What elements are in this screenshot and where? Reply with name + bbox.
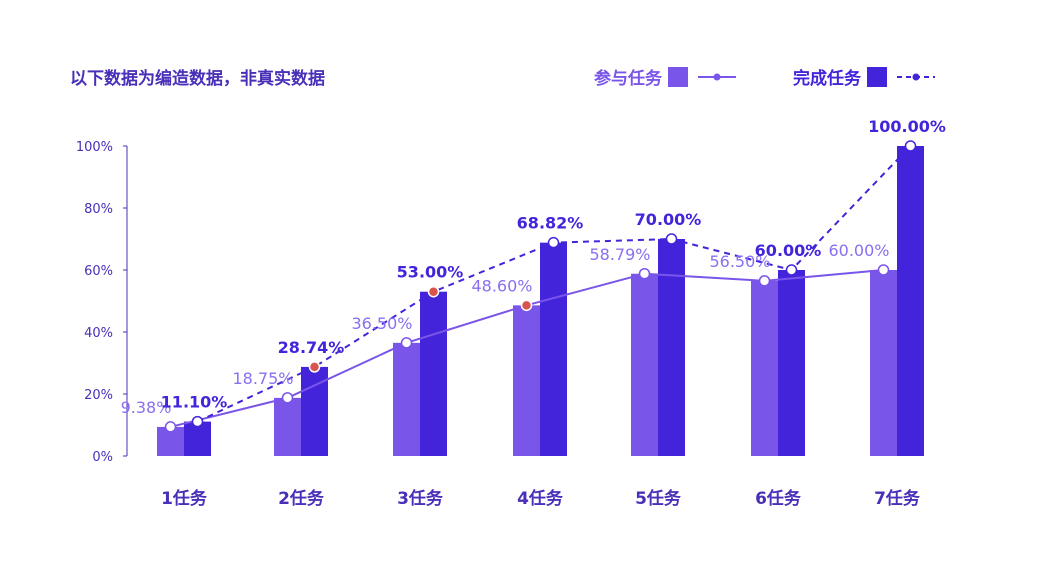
bar-participate (393, 342, 420, 456)
y-tick-label: 80% (84, 202, 113, 217)
bar-participate (274, 397, 301, 456)
bar-participate (631, 273, 658, 456)
legend-participate: 参与任务 (594, 64, 736, 89)
legend-participate-label: 参与任务 (594, 69, 662, 89)
point-complete (904, 140, 917, 152)
point-participate (281, 392, 294, 404)
point-participate (164, 421, 177, 433)
point-complete (427, 285, 440, 298)
y-tick-label: 100% (76, 140, 113, 155)
data-label-complete: 70.00% (635, 210, 702, 229)
y-tick-label: 20% (84, 388, 113, 403)
point-participate (638, 268, 651, 280)
data-label-participate: 58.79% (589, 245, 650, 264)
bar-complete (420, 291, 447, 456)
data-label-participate: 18.75% (232, 369, 293, 388)
data-label-participate: 36.50% (351, 314, 412, 333)
point-participate (877, 264, 890, 276)
data-label-participate: 48.60% (471, 276, 532, 295)
legend-participate-swatch (668, 66, 688, 87)
y-tick-label: 0% (92, 450, 113, 465)
y-tick-label: 60% (84, 264, 113, 279)
data-label-complete: 53.00% (397, 263, 464, 282)
point-complete (308, 361, 321, 373)
point-complete (665, 233, 678, 245)
legend-participate-line-icon (698, 73, 736, 80)
data-label-participate: 60.00% (828, 241, 889, 260)
bar-complete (540, 242, 567, 456)
bar-complete (778, 270, 805, 456)
legend-complete-label: 完成任务 (793, 69, 861, 89)
data-label-participate: 9.38% (121, 398, 172, 417)
legend-complete-line-icon (897, 73, 935, 80)
bar-participate (870, 270, 897, 456)
x-tick-label: 4任务 (517, 488, 564, 509)
data-label-complete: 68.82% (517, 214, 584, 233)
data-label-complete: 28.74% (278, 338, 345, 357)
point-participate (520, 299, 533, 312)
data-label-complete: 60.00% (755, 241, 822, 260)
bar-participate (513, 305, 540, 456)
data-label-complete: 11.10% (161, 393, 228, 412)
point-complete (547, 236, 560, 249)
point-complete (785, 264, 798, 276)
data-label-complete: 100.00% (868, 117, 946, 136)
chart-title: 以下数据为编造数据，非真实数据 (70, 69, 325, 89)
x-tick-label: 6任务 (755, 488, 802, 509)
bar-complete (658, 239, 685, 456)
x-tick-label: 2任务 (278, 488, 325, 509)
x-tick-label: 3任务 (397, 488, 444, 509)
x-tick-label: 1任务 (161, 488, 208, 509)
legend-complete: 完成任务 (793, 64, 935, 89)
y-tick-label: 40% (84, 326, 113, 341)
point-complete (191, 415, 204, 428)
bar-participate (751, 280, 778, 456)
bar-complete (897, 146, 924, 456)
x-tick-label: 5任务 (635, 488, 682, 509)
x-tick-label: 7任务 (874, 488, 921, 509)
data-label-participate: 56.50% (709, 252, 770, 271)
point-participate (758, 275, 771, 287)
point-participate (400, 337, 413, 349)
legend-complete-swatch (867, 66, 887, 87)
